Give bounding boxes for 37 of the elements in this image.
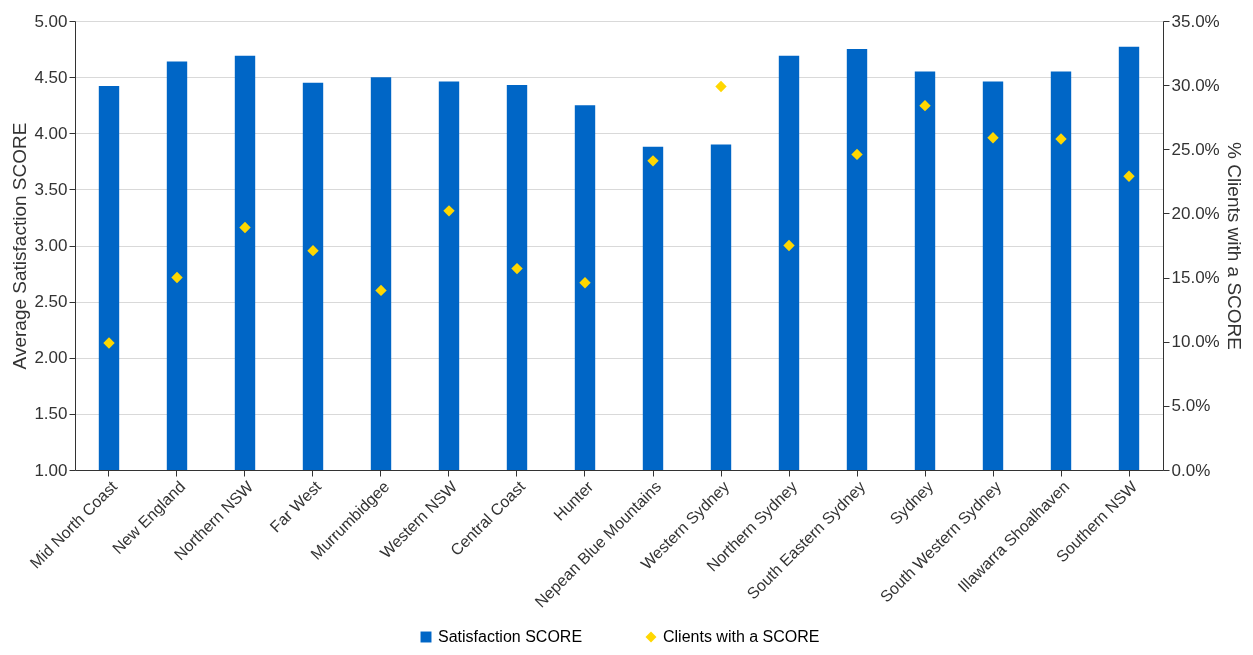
- y-tick-label: 4.50: [34, 67, 68, 87]
- y2-axis-title: % Clients with a SCORE: [1223, 141, 1245, 351]
- point: [307, 244, 319, 257]
- point: [715, 80, 727, 93]
- y2-tick-label: 30.0%: [1171, 75, 1220, 95]
- y-tick-label: 4.00: [34, 123, 68, 143]
- point: [1055, 133, 1067, 145]
- y2-tick-label: 15.0%: [1171, 268, 1220, 288]
- y-tick-label: 1.00: [34, 460, 68, 480]
- legend-label: Satisfaction SCORE: [438, 628, 583, 645]
- y-tick-label: 5.00: [34, 11, 68, 31]
- point: [511, 262, 523, 275]
- y-tick-label: 2.50: [34, 292, 68, 312]
- y-axis-title: Average Satisfaction SCORE: [9, 122, 31, 370]
- point: [103, 337, 115, 349]
- point: [171, 271, 183, 284]
- y2-tick-label: 10.0%: [1171, 332, 1220, 352]
- y-tick-label: 2.00: [34, 348, 68, 368]
- legend-label: Clients with a SCORE: [663, 628, 820, 645]
- point: [239, 221, 251, 234]
- point: [1123, 170, 1135, 182]
- point: [851, 148, 863, 161]
- point: [443, 205, 455, 217]
- y2-tick-label: 0.0%: [1171, 460, 1211, 480]
- point: [579, 277, 591, 289]
- point: [783, 239, 795, 252]
- y-tick-label: 1.50: [34, 404, 68, 424]
- y-tick-label: 3.00: [34, 236, 68, 255]
- point: [375, 284, 387, 297]
- y-tick-label: 3.50: [34, 179, 68, 199]
- y2-tick-label: 20.0%: [1171, 203, 1220, 223]
- y2-tick-label: 25.0%: [1171, 139, 1220, 159]
- point: [919, 99, 931, 112]
- point: [987, 132, 999, 144]
- y2-tick-label: 5.0%: [1171, 396, 1211, 416]
- point: [647, 155, 659, 167]
- y2-tick-label: 35.0%: [1171, 11, 1220, 31]
